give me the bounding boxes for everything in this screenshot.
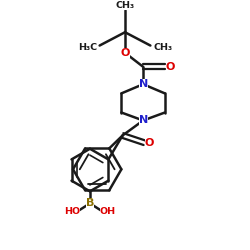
Text: OH: OH [100,207,116,216]
Text: H₃C: H₃C [78,43,97,52]
Text: N: N [138,79,148,89]
Text: O: O [145,138,154,148]
Text: O: O [166,62,175,72]
Text: B: B [86,198,94,208]
Text: CH₃: CH₃ [154,43,173,52]
Text: O: O [120,48,130,58]
Text: CH₃: CH₃ [116,1,134,10]
Text: HO: HO [64,207,80,216]
Text: N: N [138,116,148,126]
